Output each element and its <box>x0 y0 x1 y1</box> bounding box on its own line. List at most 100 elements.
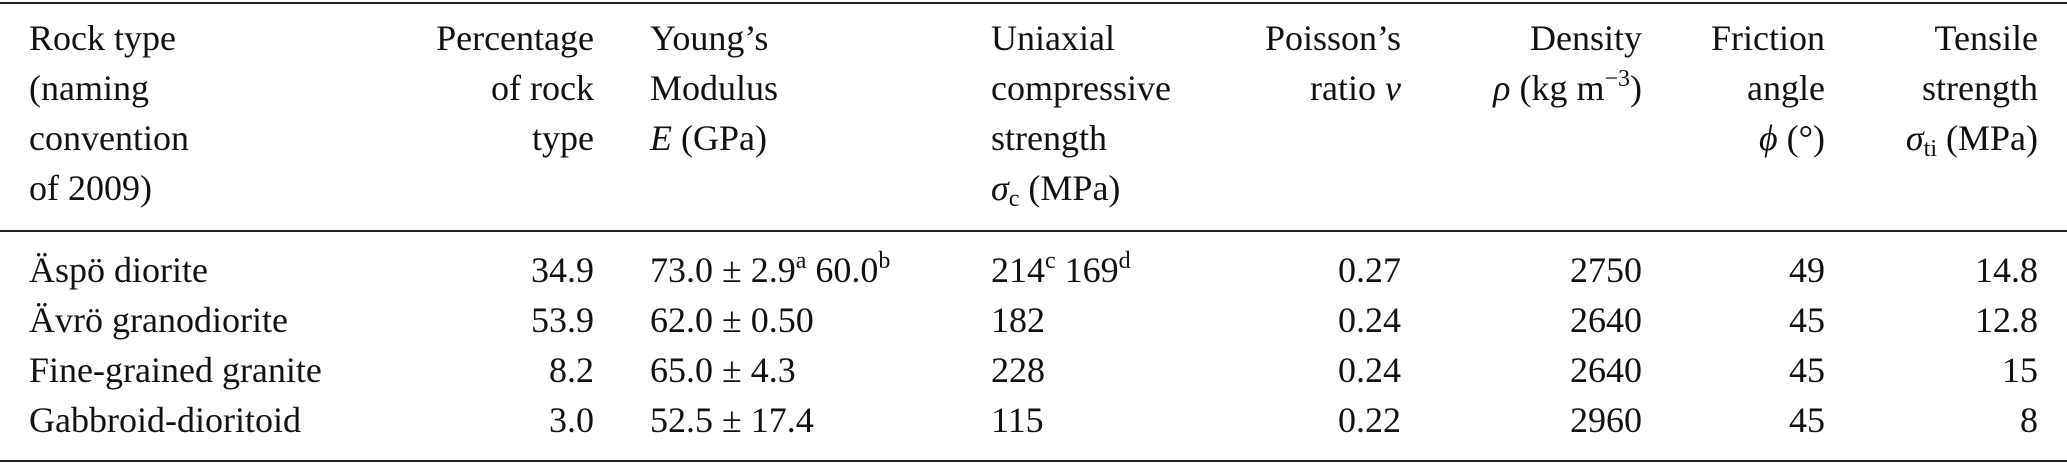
math-symbol: σ <box>1905 118 1924 158</box>
text: 60.0 <box>806 250 879 290</box>
subscript: ti <box>1923 136 1937 162</box>
text: 2640 <box>1570 350 1642 390</box>
table-cell: 0.24 <box>1338 300 1401 340</box>
text: strength <box>991 118 1107 158</box>
table-cell: 2960 <box>1570 400 1642 440</box>
superscript: d <box>1118 248 1131 274</box>
math-symbol: ϕ <box>1758 118 1778 158</box>
table-cell: 15 <box>2002 350 2038 390</box>
table-cell: 115 <box>991 400 1044 440</box>
text: 2750 <box>1570 250 1642 290</box>
table-cell: 52.5 ± 17.4 <box>650 400 814 440</box>
table-cell: Äspö diorite <box>29 250 208 290</box>
header-line: Young’s <box>650 18 768 58</box>
text: 115 <box>991 400 1044 440</box>
header-line: Percentage <box>436 18 594 58</box>
text: Percentage <box>436 18 594 58</box>
text: convention <box>29 118 189 158</box>
table-cell: 62.0 ± 0.50 <box>650 300 814 340</box>
text: Gabbroid-dioritoid <box>29 400 301 440</box>
text: (GPa) <box>672 118 767 158</box>
text: 0.27 <box>1338 250 1401 290</box>
text: Rock type <box>29 18 176 58</box>
header-line: Density <box>1530 18 1642 58</box>
header-line: Friction <box>1711 18 1825 58</box>
text: 2960 <box>1570 400 1642 440</box>
bottom-rule <box>0 460 2067 462</box>
header-line: (naming <box>29 68 149 108</box>
table-cell: 45 <box>1789 400 1825 440</box>
text: 0.24 <box>1338 300 1401 340</box>
text: angle <box>1747 68 1825 108</box>
math-symbol: σ <box>991 168 1009 208</box>
table-cell: 14.8 <box>1975 250 2038 290</box>
text: (°) <box>1777 118 1825 158</box>
table-cell: 49 <box>1789 250 1825 290</box>
text: 62.0 ± 0.50 <box>650 300 814 340</box>
text: 214 <box>991 250 1045 290</box>
text: Tensile <box>1934 18 2038 58</box>
table-cell: 12.8 <box>1975 300 2038 340</box>
text: 52.5 ± 17.4 <box>650 400 814 440</box>
superscript: a <box>795 248 807 274</box>
text: strength <box>1922 68 2038 108</box>
header-line: type <box>532 118 594 158</box>
text: 3.0 <box>549 400 594 440</box>
header-line: Modulus <box>650 68 778 108</box>
header-line: ratio ν <box>1310 68 1401 108</box>
table-cell: 2750 <box>1570 250 1642 290</box>
table-cell: 228 <box>991 350 1045 390</box>
header-line: angle <box>1747 68 1825 108</box>
header-line: σti (MPa) <box>1905 118 2038 161</box>
header-line: compressive <box>991 68 1171 108</box>
math-symbol: ν <box>1385 68 1401 108</box>
text: 45 <box>1789 350 1825 390</box>
table-cell: 2640 <box>1570 350 1642 390</box>
header-line: of rock <box>491 68 594 108</box>
text: Young’s <box>650 18 769 58</box>
text: 34.9 <box>531 250 594 290</box>
text: Poisson’s <box>1264 18 1401 58</box>
text: 14.8 <box>1975 250 2038 290</box>
header-line: Rock type <box>29 18 176 58</box>
text: (MPa) <box>1937 118 2038 158</box>
text: 182 <box>991 300 1045 340</box>
table-cell: 2640 <box>1570 300 1642 340</box>
table-cell: 3.0 <box>549 400 594 440</box>
header-line: Poisson’s <box>1265 18 1401 58</box>
text: ratio <box>1310 68 1386 108</box>
table-cell: Gabbroid-dioritoid <box>29 400 301 440</box>
header-line: Tensile <box>1935 18 2038 58</box>
text: 12.8 <box>1975 300 2038 340</box>
table-cell: 45 <box>1789 300 1825 340</box>
text: Modulus <box>650 68 779 108</box>
table-cell: 34.9 <box>531 250 594 290</box>
table-cell: 73.0 ± 2.9a 60.0b <box>650 248 891 290</box>
text: 8 <box>2020 400 2038 440</box>
table-cell: 8.2 <box>549 350 594 390</box>
table-cell: Fine-grained granite <box>29 350 322 390</box>
table-cell: 53.9 <box>531 300 594 340</box>
text: (naming <box>29 68 149 108</box>
text: Density <box>1530 18 1642 58</box>
text: (MPa) <box>1019 168 1121 208</box>
text: Äspö diorite <box>29 250 208 290</box>
text: 45 <box>1789 400 1825 440</box>
text: 0.22 <box>1338 400 1401 440</box>
superscript: c <box>1045 248 1056 274</box>
text: of 2009) <box>29 168 152 208</box>
text: Friction <box>1711 18 1825 58</box>
header-line: convention <box>29 118 189 158</box>
math-symbol: E <box>650 118 672 158</box>
table-cell: 8 <box>2020 400 2038 440</box>
header-line: of 2009) <box>29 168 152 208</box>
text: 53.9 <box>531 300 594 340</box>
text: of rock <box>491 68 594 108</box>
text: 169 <box>1055 250 1119 290</box>
text: (kg m <box>1510 68 1605 108</box>
table-cell: 214c 169d <box>991 248 1131 290</box>
top-rule <box>0 2 2067 4</box>
header-line: ϕ (°) <box>1759 118 1825 158</box>
superscript: b <box>878 248 891 274</box>
